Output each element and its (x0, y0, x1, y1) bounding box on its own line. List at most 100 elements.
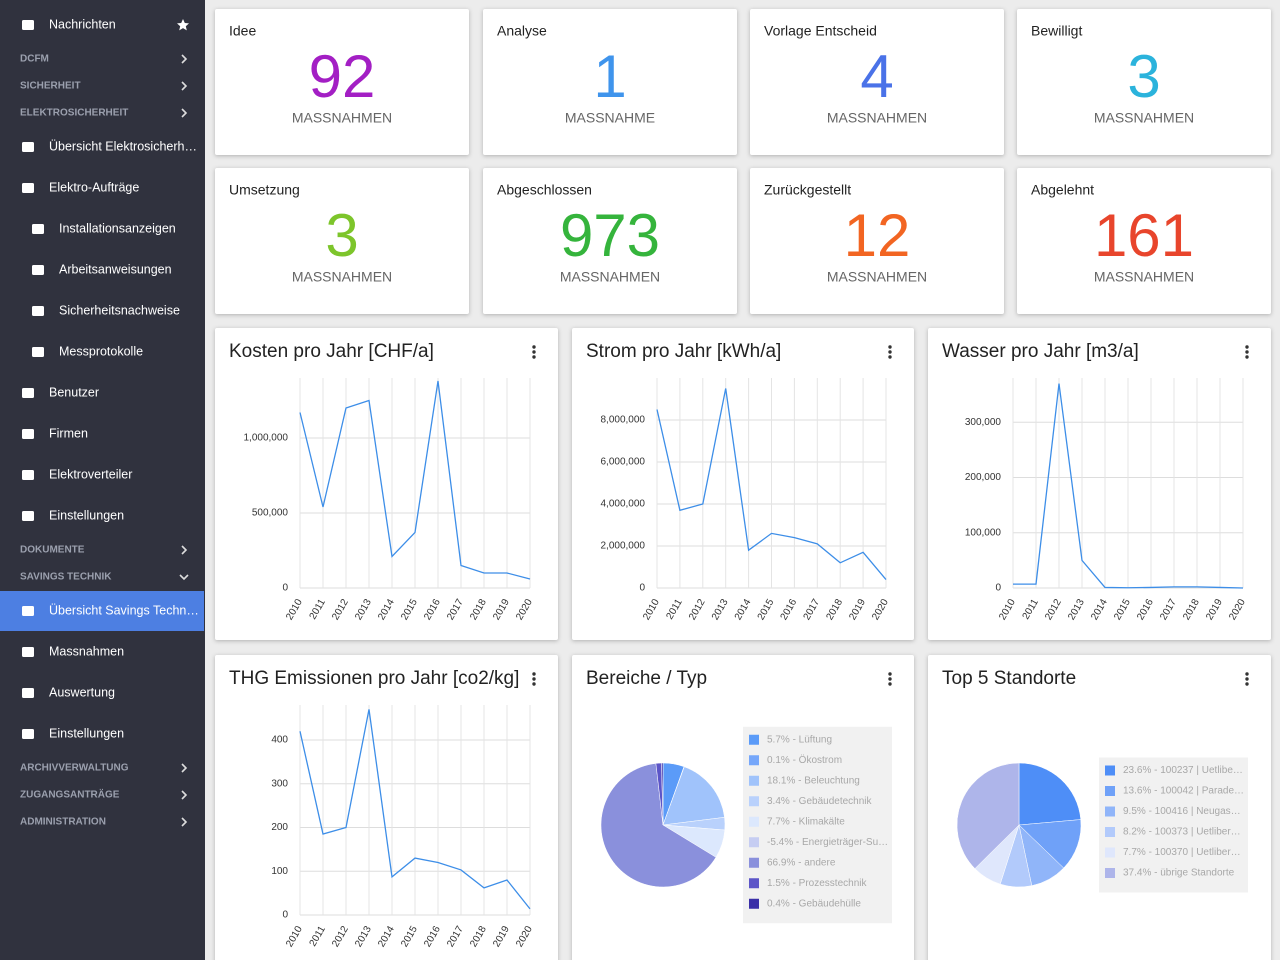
menu-dot (1245, 345, 1249, 349)
kpi-unit: MASSNAHMEN (827, 110, 927, 126)
nav-item[interactable]: Benutzer (49, 385, 99, 399)
nav-item[interactable]: Einstellungen (49, 508, 124, 522)
nav-section[interactable]: SICHERHEIT (20, 81, 81, 92)
nav-item[interactable]: Arbeitsanweisungen (59, 262, 172, 276)
legend-label: -5.4% - Energieträger-Su… (767, 837, 888, 848)
chart-title: THG Emissionen pro Jahr [co2/kg] (229, 668, 519, 689)
pie-slice (600, 763, 717, 888)
menu-dot (532, 672, 536, 676)
legend-swatch (1105, 868, 1115, 878)
menu-dot (888, 350, 892, 354)
legend-label: 37.4% - übrige Standorte (1123, 868, 1235, 879)
kpi-unit: MASSNAHMEN (560, 269, 660, 285)
y-tick-label: 500,000 (252, 508, 289, 519)
nav-item[interactable]: Nachrichten (49, 17, 116, 31)
menu-dot (888, 672, 892, 676)
kpi-card (1017, 168, 1271, 314)
y-tick-label: 0 (995, 583, 1001, 594)
legend-swatch (749, 734, 759, 745)
y-tick-label: 100 (271, 866, 288, 877)
menu-dot (1245, 682, 1249, 686)
kpi-value: 92 (309, 43, 376, 110)
nav-icon (32, 265, 44, 275)
nav-section[interactable]: ZUGANGSANTRÄGE (20, 788, 120, 801)
legend-swatch (1105, 827, 1115, 837)
kpi-title: Idee (229, 23, 256, 39)
kpi-value: 1 (593, 43, 626, 110)
nav-item[interactable]: Übersicht Elektrosicherh… (49, 139, 197, 153)
nav-icon (22, 142, 34, 152)
nav-item[interactable]: Auswertung (49, 685, 115, 699)
nav-icon (22, 688, 34, 698)
nav-item[interactable]: Elektro-Aufträge (49, 180, 139, 194)
legend-label: 5.7% - Lüftung (767, 734, 832, 745)
y-tick-label: 2,000,000 (601, 541, 646, 552)
legend-swatch (1105, 806, 1115, 817)
legend-label: 23.6% - 100237 | Uetlibe… (1123, 765, 1243, 776)
y-tick-label: 0 (282, 583, 288, 594)
kpi-value: 161 (1094, 202, 1194, 269)
y-tick-label: 100,000 (965, 527, 1002, 538)
y-tick-label: 300 (271, 778, 288, 789)
kpi-unit: MASSNAHMEN (1094, 269, 1194, 285)
nav-section[interactable]: ADMINISTRATION (20, 817, 106, 828)
nav-icon (22, 606, 34, 616)
kpi-unit: MASSNAHMEN (827, 269, 927, 285)
kpi-value: 4 (860, 43, 893, 110)
pie-slice (1018, 762, 1082, 826)
legend-label: 13.6% - 100042 | Parade… (1123, 786, 1244, 797)
nav-item[interactable]: Massnahmen (49, 644, 124, 658)
menu-dot (888, 345, 892, 349)
chart-card (928, 328, 1271, 640)
line-series (299, 380, 531, 580)
kpi-title: Abgelehnt (1031, 182, 1094, 198)
nav-item[interactable]: Übersicht Savings Techn… (49, 603, 199, 617)
nav-icon (22, 647, 34, 657)
nav-item[interactable]: Messprotokolle (59, 344, 143, 358)
legend-box (1099, 757, 1248, 893)
legend-swatch (749, 796, 759, 807)
chevron (181, 545, 188, 555)
kpi-card (483, 168, 737, 314)
nav-item[interactable]: Sicherheitsnachweise (59, 303, 180, 317)
chevron (181, 817, 188, 827)
chart-title: Bereiche / Typ (586, 668, 707, 689)
pie-slice (1018, 819, 1082, 869)
menu-dot (532, 677, 536, 681)
nav-item[interactable]: Installationsanzeigen (59, 221, 176, 235)
legend-label: 1.5% - Prozesstechnik (767, 878, 867, 889)
line-series (656, 388, 887, 581)
menu-dot (888, 682, 892, 686)
legend-label: 9.5% - 100416 | Neugas… (1123, 806, 1241, 817)
kpi-unit: MASSNAHMEN (292, 110, 392, 126)
legend-box (743, 726, 892, 924)
line-series (1013, 383, 1244, 589)
nav-section[interactable]: ELEKTROSICHERHEIT (20, 108, 128, 119)
legend-swatch (749, 878, 759, 889)
kpi-title: Bewilligt (1031, 23, 1082, 39)
nav-icon (22, 511, 34, 521)
nav-icon (22, 388, 34, 398)
y-tick-label: 4,000,000 (601, 499, 646, 510)
nav-item[interactable]: Elektroverteiler (49, 467, 132, 481)
nav-icon (32, 306, 44, 316)
line-series (299, 709, 531, 910)
nav-section[interactable]: DOKUMENTE (20, 545, 85, 556)
nav-section[interactable]: ARCHIVVERWALTUNG (20, 763, 129, 774)
nav-item[interactable]: Firmen (49, 426, 88, 440)
chart-title: Strom pro Jahr [kWh/a] (586, 341, 781, 362)
y-tick-label: 1,000,000 (244, 433, 289, 444)
nav-icon (22, 183, 34, 193)
y-tick-label: 300,000 (965, 417, 1002, 428)
nav-section[interactable]: SAVINGS TECHNIK (20, 572, 112, 583)
menu-dot (1245, 350, 1249, 354)
y-tick-label: 200,000 (965, 472, 1002, 483)
kpi-title: Umsetzung (229, 182, 300, 198)
nav-section[interactable]: DCFM (20, 54, 49, 65)
legend-label: 0.4% - Gebäudehülle (767, 898, 861, 909)
nav-item[interactable]: Einstellungen (49, 726, 124, 740)
kpi-card (750, 168, 1004, 314)
kpi-value: 12 (844, 202, 911, 269)
